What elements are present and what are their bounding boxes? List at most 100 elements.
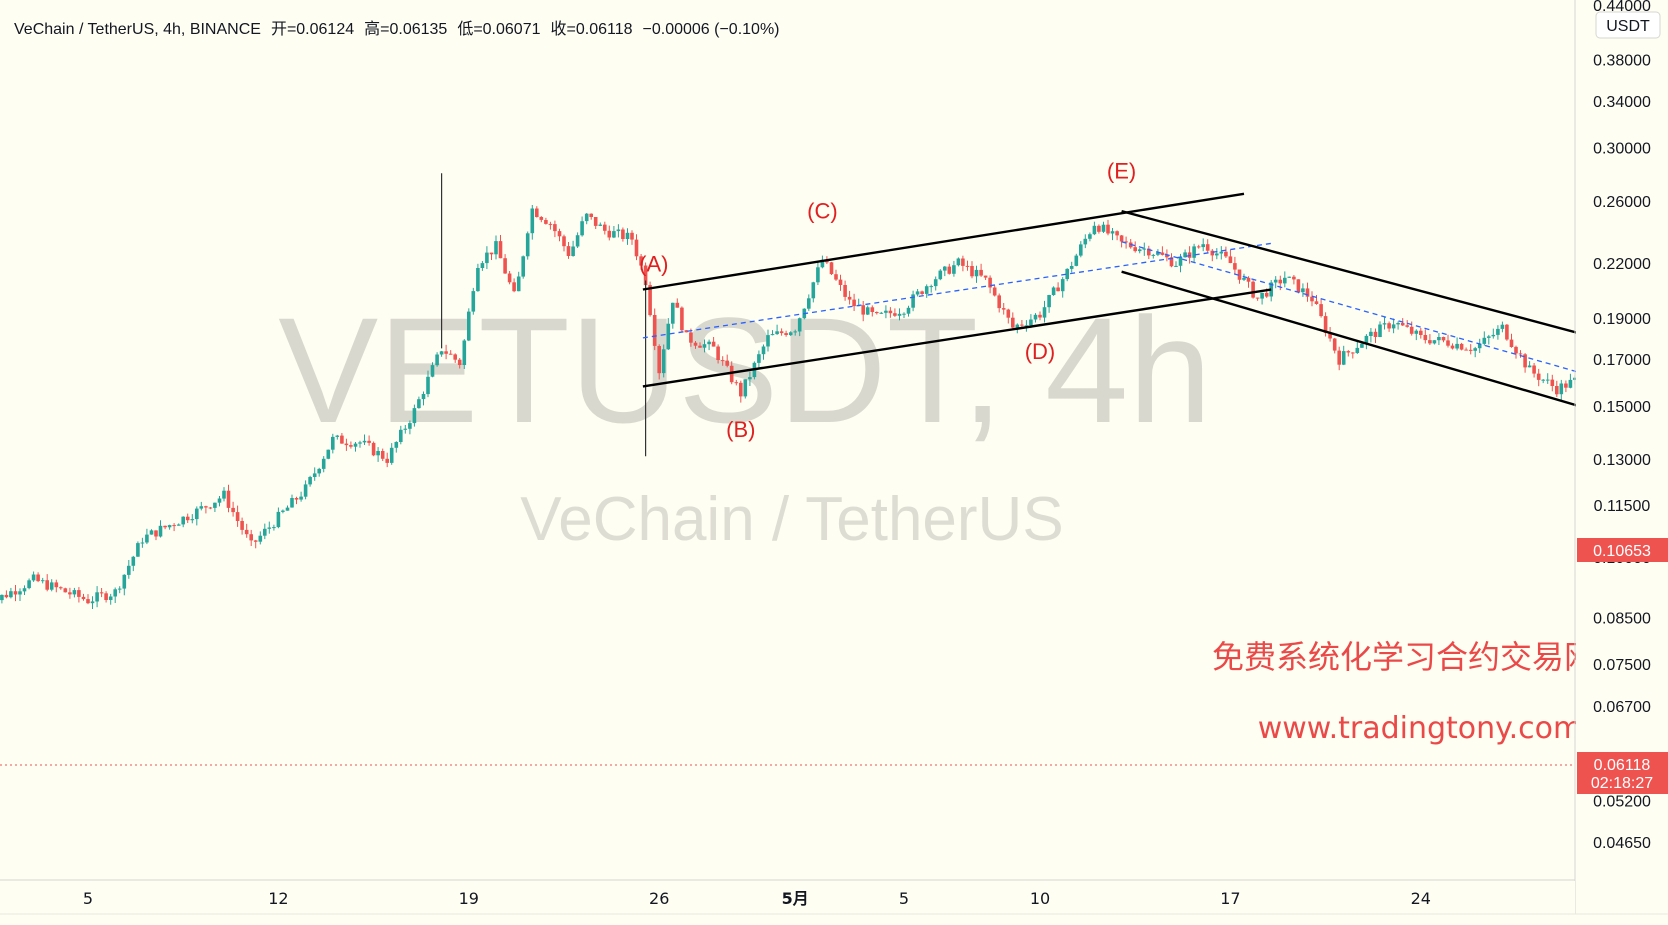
- candle-body: [947, 266, 952, 274]
- candle-body: [920, 291, 924, 294]
- candle-body: [1074, 255, 1079, 266]
- candle-body: [748, 377, 752, 380]
- candle-body: [834, 274, 838, 280]
- candle-body: [711, 341, 716, 347]
- candle-body: [1196, 246, 1201, 248]
- time-axis[interactable]: [0, 881, 1575, 914]
- candle-body: [344, 443, 349, 446]
- candle-body: [1464, 349, 1468, 351]
- candle-body: [1147, 248, 1151, 256]
- candle-body: [1337, 350, 1341, 365]
- candle-body: [743, 379, 748, 397]
- candle-body: [13, 591, 18, 595]
- candle-body: [1355, 347, 1360, 353]
- candle-body: [399, 429, 403, 442]
- candle-body: [784, 333, 788, 335]
- candle-body: [489, 252, 494, 255]
- candle-body: [1509, 339, 1514, 347]
- candle-body: [865, 307, 870, 315]
- candle-body: [761, 346, 766, 355]
- candle-body: [1514, 346, 1518, 354]
- candle-body: [1396, 323, 1400, 325]
- candle-body: [54, 582, 59, 588]
- candle-body: [1301, 288, 1305, 293]
- candle-body: [45, 580, 49, 590]
- candle-body: [1400, 323, 1405, 326]
- candle-body: [253, 540, 258, 542]
- candle-body: [1545, 379, 1550, 381]
- candle-body: [1069, 266, 1074, 269]
- candle-body: [1491, 334, 1496, 337]
- candle-body: [1097, 225, 1101, 232]
- candle-body: [1387, 323, 1391, 329]
- candle-body: [897, 313, 902, 316]
- candle-body: [961, 258, 965, 266]
- candle-body: [258, 535, 263, 542]
- symbol-info[interactable]: VeChain / TetherUS, 4h, BINANCE: [14, 21, 261, 38]
- candle-body: [843, 285, 847, 297]
- candle-body: [389, 447, 394, 463]
- candle-body: [1210, 250, 1215, 256]
- candle-body: [707, 341, 711, 345]
- candle-body: [1409, 326, 1414, 334]
- candle-body: [1106, 224, 1110, 234]
- candle-body: [734, 382, 739, 384]
- candle-body: [503, 258, 507, 274]
- candle-body: [1382, 323, 1387, 325]
- candle-body: [1228, 256, 1233, 263]
- candle-body: [666, 323, 671, 350]
- current-price-badge: [1577, 752, 1668, 794]
- candle-body: [149, 530, 154, 535]
- candle-body: [199, 506, 204, 509]
- channel-midline[interactable]: [642, 242, 1272, 339]
- symbol-legend[interactable]: VeChain / TetherUS, 4h, BINANCE 开=0.06124…: [14, 15, 790, 39]
- candle-body: [1346, 351, 1351, 353]
- candle-body: [331, 436, 335, 450]
- candle-body: [1165, 254, 1169, 258]
- ohlc-close: 收=0.06118: [550, 21, 633, 38]
- unit-box[interactable]: [1595, 11, 1661, 39]
- candle-body: [992, 287, 997, 296]
- candle-body: [956, 258, 961, 266]
- candle-body: [190, 519, 195, 521]
- candle-body: [40, 580, 45, 582]
- candle-body: [290, 498, 294, 508]
- candle-body: [498, 241, 503, 259]
- candle-body: [988, 277, 992, 288]
- candle-body: [847, 296, 852, 300]
- candle-body: [1278, 279, 1283, 284]
- candle-body: [893, 313, 897, 316]
- candle-body: [1283, 277, 1287, 284]
- candle-body: [1536, 373, 1541, 380]
- candle-body: [1083, 238, 1088, 245]
- candle-body: [924, 286, 929, 294]
- trendline[interactable]: [642, 192, 1245, 291]
- candle-body: [775, 331, 779, 335]
- candle-body: [807, 298, 811, 309]
- candle-body: [1496, 328, 1500, 335]
- channel-midline[interactable]: [1121, 241, 1668, 401]
- candle-body: [1029, 319, 1033, 326]
- candle-body: [95, 592, 99, 602]
- candle-body: [553, 224, 557, 232]
- candle-body: [117, 588, 122, 590]
- y-tick-label: 0.13000: [1593, 452, 1651, 469]
- trendline[interactable]: [642, 288, 1272, 388]
- candle-body: [1047, 295, 1051, 308]
- candle-body: [226, 490, 231, 508]
- last-price-label: 0.10653: [1593, 543, 1651, 560]
- candle-body: [698, 345, 702, 348]
- candle-body: [99, 592, 104, 594]
- y-tick-label: 0.07500: [1593, 657, 1651, 674]
- candle-body: [1065, 268, 1069, 280]
- candle-body: [285, 507, 290, 511]
- candle-body: [195, 508, 199, 520]
- candle-body: [485, 252, 489, 264]
- candle-body: [136, 543, 140, 557]
- candle-body: [1205, 244, 1210, 251]
- candle-body: [127, 565, 131, 575]
- candle-body: [462, 340, 467, 365]
- candle-body: [933, 279, 938, 287]
- candle-body: [272, 527, 276, 529]
